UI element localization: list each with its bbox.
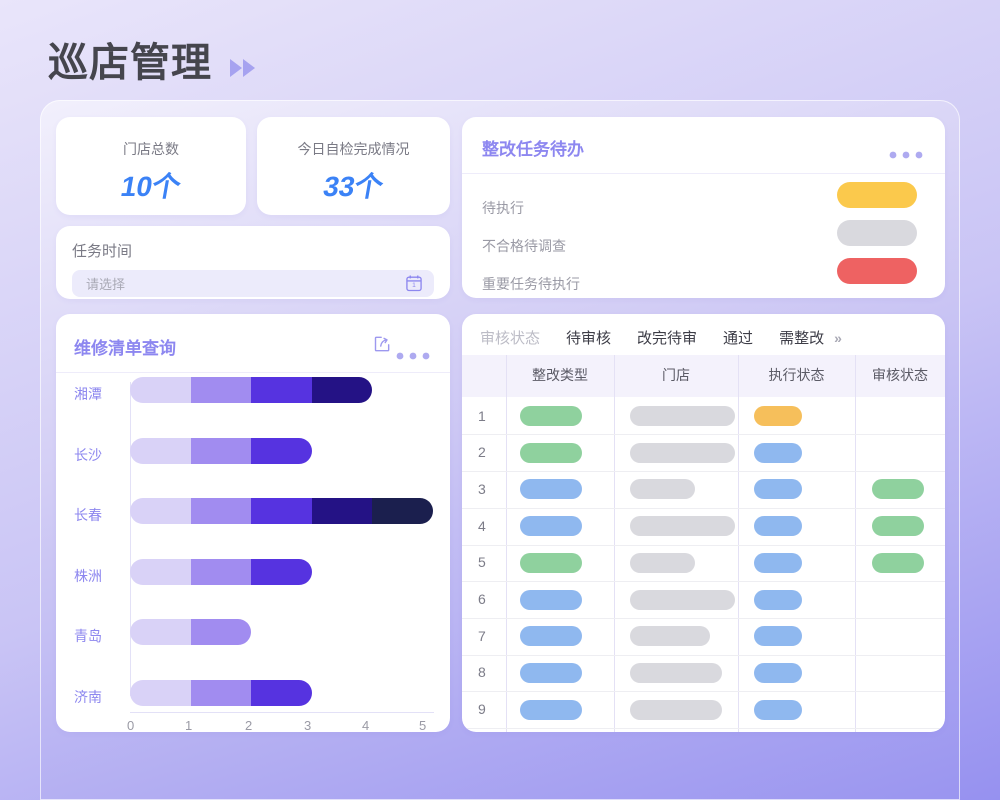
- svg-text:1: 1: [412, 282, 416, 289]
